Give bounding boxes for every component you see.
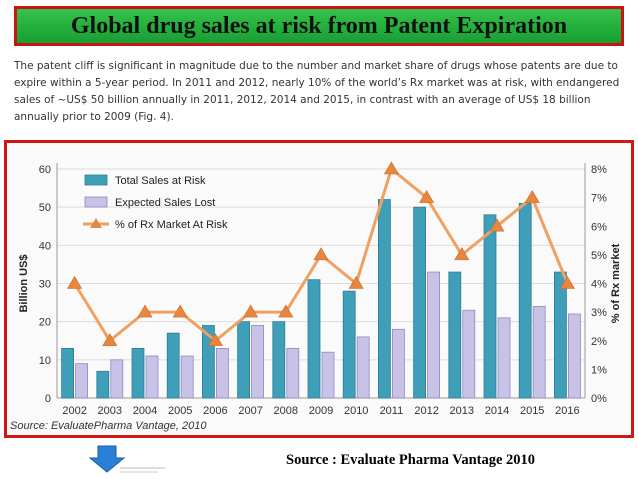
- bar-expected-lost: [180, 355, 194, 399]
- bar-total-sales: [61, 347, 74, 399]
- y2-tick-label: 7%: [591, 193, 607, 205]
- bar-expected-lost: [391, 328, 405, 399]
- x-tick-label: 2004: [133, 405, 157, 417]
- chart-source: Source: EvaluatePharma Vantage, 2010: [10, 420, 207, 432]
- bar-expected-lost: [321, 351, 335, 399]
- bar-total-sales: [413, 206, 427, 399]
- bar-expected-lost: [532, 305, 546, 399]
- line-point-marker: [524, 190, 540, 203]
- chart: 0 10 20 30 40 50 60 0% 1% 2% 3% 4% 5% 6% 7% 8% Billion U…: [18, 161, 622, 417]
- line-point-marker: [137, 304, 153, 318]
- y-axis-label: Billion US$: [18, 254, 30, 312]
- y2-tick-label: 0%: [591, 393, 607, 405]
- x-tick-label: 2010: [344, 405, 368, 417]
- intro-paragraph: The patent cliff is significant in magni…: [14, 60, 620, 123]
- bar-total-sales: [342, 290, 356, 399]
- x-tick-label: 2011: [380, 405, 404, 417]
- x-tick-label: 2005: [168, 405, 192, 417]
- y-tick-label: 60: [39, 164, 51, 176]
- arrow-icon: [88, 445, 165, 473]
- line-point-marker: [489, 218, 505, 232]
- line-point-marker: [67, 275, 83, 289]
- bar-expected-lost: [462, 309, 476, 399]
- title-banner: Global drug sales at risk from Patent Ex…: [14, 6, 624, 46]
- bar-expected-lost: [251, 325, 265, 399]
- x-tick-label: 2006: [203, 405, 227, 417]
- x-tick-label: 2007: [238, 405, 262, 417]
- y-tick-label: 20: [39, 317, 51, 329]
- page-title: Global drug sales at risk from Patent Ex…: [70, 12, 568, 39]
- bar-total-sales: [377, 199, 391, 399]
- bar-expected-lost: [215, 347, 229, 399]
- bar-expected-lost: [497, 317, 511, 399]
- legend-swatch-marker: [90, 218, 102, 228]
- y2-tick-label: 1%: [591, 364, 607, 376]
- y2-tick-label: 6%: [591, 221, 607, 233]
- bar-expected-lost: [427, 271, 441, 399]
- y-tick-label: 10: [39, 355, 51, 367]
- bar-expected-lost: [75, 363, 88, 399]
- bar-total-sales: [518, 202, 532, 399]
- bar-total-sales: [272, 321, 286, 399]
- bar-total-sales: [483, 214, 497, 399]
- y-tick-label: 0: [45, 393, 51, 405]
- bar-total-sales: [166, 332, 180, 399]
- x-tick-label: 2008: [274, 405, 298, 417]
- line-point-marker: [348, 275, 364, 289]
- y2-tick-label: 8%: [591, 164, 607, 176]
- line-point-marker: [207, 333, 223, 347]
- y2-axis-label: % of Rx market: [610, 243, 622, 323]
- bar-expected-lost: [356, 336, 370, 399]
- x-tick-label: 2013: [450, 405, 474, 417]
- line-point-marker: [102, 333, 118, 347]
- x-tick-label: 2003: [98, 405, 122, 417]
- legend-swatch-total-sales: [84, 174, 108, 186]
- legend-label-line: % of Rx Market At Risk: [115, 219, 228, 231]
- y2-tick-label: 3%: [591, 307, 607, 319]
- line-point-marker: [383, 161, 399, 175]
- legend-label-total-sales: Total Sales at Risk: [115, 175, 206, 187]
- y-tick-label: 40: [39, 240, 51, 252]
- line-point-marker: [419, 190, 435, 203]
- line-point-marker: [559, 275, 575, 289]
- bar-total-sales: [96, 370, 110, 399]
- line-point-marker: [454, 247, 470, 261]
- y2-tick-label: 4%: [591, 279, 607, 291]
- x-tick-label: 2014: [485, 405, 509, 417]
- bar-total-sales: [237, 321, 251, 399]
- line-point-marker: [278, 304, 294, 318]
- bar-total-sales: [448, 271, 462, 399]
- legend-swatch-expected-lost: [84, 196, 108, 208]
- line-point-marker: [172, 304, 188, 318]
- y-tick-label: 50: [39, 202, 51, 214]
- x-tick-label: 2016: [555, 405, 579, 417]
- footer-source: Source : Evaluate Pharma Vantage 2010: [286, 452, 536, 468]
- bar-expected-lost: [145, 355, 159, 399]
- x-tick-label: 2009: [309, 405, 333, 417]
- bar-total-sales: [307, 279, 321, 399]
- bar-total-sales: [131, 347, 145, 399]
- x-tick-label: 2015: [520, 405, 544, 417]
- line-point-marker: [313, 247, 329, 261]
- x-tick-label: 2012: [414, 405, 438, 417]
- line-point-marker: [243, 304, 259, 318]
- bar-expected-lost: [568, 313, 581, 399]
- bar-expected-lost: [110, 359, 124, 399]
- y-tick-label: 30: [39, 279, 51, 291]
- x-tick-label: 2002: [62, 405, 86, 417]
- legend-label-expected-lost: Expected Sales Lost: [115, 197, 215, 209]
- chart-frame: 0 10 20 30 40 50 60 0% 1% 2% 3% 4% 5% 6% 7% 8% Billion U…: [4, 140, 634, 438]
- bar-total-sales: [554, 271, 567, 399]
- y2-tick-label: 2%: [591, 336, 607, 348]
- bar-expected-lost: [286, 347, 300, 399]
- y2-tick-label: 5%: [591, 250, 607, 262]
